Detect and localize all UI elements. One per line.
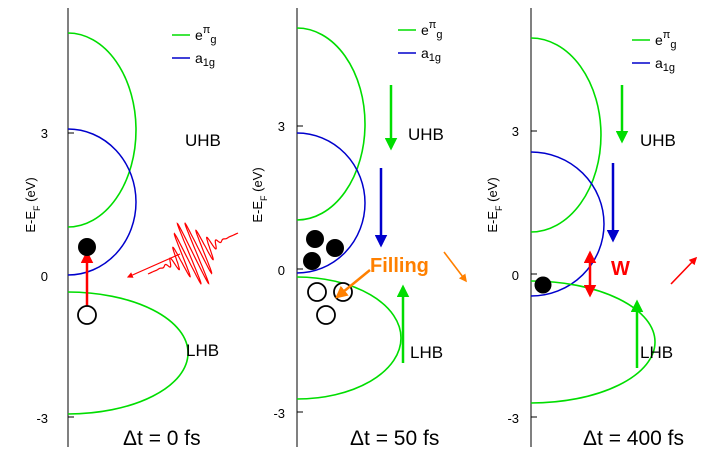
eg-upper-band bbox=[67, 32, 137, 228]
legend-label-a1g: a1g bbox=[421, 45, 441, 64]
electron bbox=[78, 238, 96, 256]
panel-t0: 3 0 -3 E-EF (eV) UHB LHB Δt = 0 fs eπg a… bbox=[23, 8, 239, 450]
uhb-label: UHB bbox=[640, 131, 676, 150]
y-axis-label: E-EF (eV) bbox=[485, 177, 504, 232]
y-axis-label: E-EF (eV) bbox=[23, 177, 42, 232]
y-tick-label: 3 bbox=[512, 124, 519, 139]
time-caption: Δt = 0 fs bbox=[123, 427, 201, 450]
uhb-label: UHB bbox=[185, 131, 221, 150]
lhb-label: LHB bbox=[640, 343, 673, 362]
a1g-band bbox=[296, 132, 366, 274]
y-axis-label: E-EF (eV) bbox=[250, 167, 269, 222]
legend-label-a1g: a1g bbox=[195, 50, 215, 69]
y-tick-label: 0 bbox=[41, 269, 48, 284]
w-label: W bbox=[611, 258, 630, 280]
panel-t50: 3 0 -3 E-EF (eV) Filling UHB LHB Δt = 50… bbox=[250, 8, 467, 450]
uhb-label: UHB bbox=[408, 125, 444, 144]
y-tick-label: -3 bbox=[273, 406, 285, 421]
hole bbox=[77, 305, 97, 325]
legend-label-eg: eπg bbox=[655, 29, 677, 51]
y-tick-label: 3 bbox=[41, 126, 48, 141]
electron bbox=[303, 252, 321, 270]
legend: eπg a1g bbox=[398, 19, 443, 64]
lhb-label: LHB bbox=[410, 343, 443, 362]
eg-upper-band bbox=[296, 27, 366, 221]
a1g-band bbox=[67, 128, 137, 276]
hole bbox=[316, 305, 336, 325]
panel-t400: 3 0 -3 E-EF (eV) W UHB LHB Δt = 400 fs e… bbox=[485, 8, 698, 450]
electron bbox=[306, 230, 324, 248]
filling-arrow bbox=[335, 269, 371, 299]
time-caption: Δt = 50 fs bbox=[350, 427, 439, 450]
legend-label-eg: eπg bbox=[421, 19, 443, 41]
legend: eπg a1g bbox=[172, 24, 217, 69]
electron bbox=[326, 239, 344, 257]
electron bbox=[534, 276, 552, 294]
eg-lower-band bbox=[67, 291, 189, 415]
y-tick-label: 0 bbox=[278, 263, 285, 278]
pulse-direction-arrow bbox=[126, 253, 181, 278]
w-outward-arrow bbox=[670, 256, 698, 285]
time-caption: Δt = 400 fs bbox=[583, 427, 684, 450]
hole bbox=[307, 282, 327, 302]
a1g-band bbox=[530, 151, 605, 297]
y-tick-label: 3 bbox=[278, 119, 285, 134]
filling-label: Filling bbox=[370, 255, 429, 277]
legend-label-a1g: a1g bbox=[655, 55, 675, 74]
legend: eπg a1g bbox=[632, 29, 677, 74]
y-tick-label: 0 bbox=[512, 268, 519, 283]
y-tick-label: -3 bbox=[507, 411, 519, 426]
eg-upper-band bbox=[530, 37, 602, 233]
y-tick-label: -3 bbox=[36, 411, 48, 426]
filling-outward-arrow bbox=[443, 251, 467, 283]
pump-pulse-wave bbox=[147, 222, 239, 285]
legend-label-eg: eπg bbox=[195, 24, 217, 46]
lhb-label: LHB bbox=[186, 341, 219, 360]
